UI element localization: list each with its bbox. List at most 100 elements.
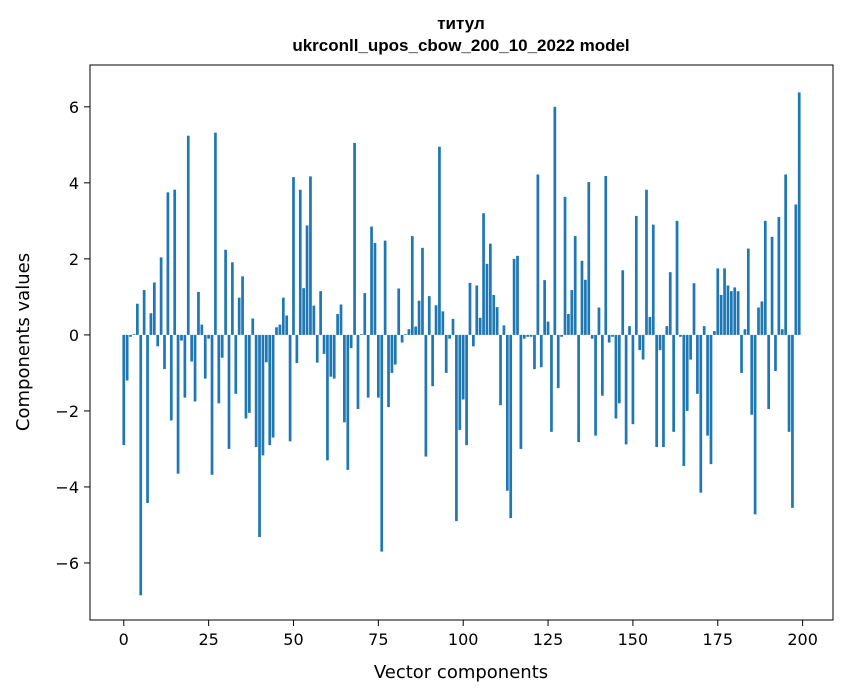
bar (231, 262, 234, 335)
bar (665, 326, 669, 335)
bar (601, 334, 604, 396)
bar (624, 334, 628, 445)
bar (699, 334, 703, 493)
bar (281, 297, 285, 335)
bar (268, 334, 272, 446)
y-tick-label: 4 (69, 174, 79, 193)
bar (159, 257, 163, 335)
bar (387, 334, 390, 408)
bar (424, 334, 428, 457)
bar (468, 282, 472, 335)
bar (729, 291, 733, 335)
bar (770, 236, 774, 335)
x-tick-label: 175 (702, 630, 733, 649)
y-axis-ticks: −6 −4 −2 0 2 4 6 (55, 98, 90, 573)
bar (322, 334, 326, 354)
bar (791, 334, 794, 508)
bar (156, 334, 160, 347)
bar (278, 324, 282, 335)
chart-title: титул (437, 14, 485, 33)
bar (373, 242, 377, 335)
bar (254, 334, 258, 448)
bar (767, 334, 771, 410)
bar (380, 334, 384, 552)
bar (797, 92, 801, 335)
bar (512, 258, 516, 335)
y-tick-label: −6 (55, 554, 79, 573)
y-axis-label: Components values (13, 253, 34, 431)
bar (577, 334, 580, 443)
bar (122, 334, 126, 446)
bar (142, 290, 146, 335)
y-tick-label: 2 (69, 250, 79, 269)
bar (285, 315, 289, 335)
bar (261, 334, 265, 456)
bar (550, 334, 553, 432)
bar (696, 334, 699, 394)
bar (169, 334, 173, 421)
bar (655, 334, 659, 448)
bar (237, 297, 241, 335)
x-tick-label: 25 (198, 630, 218, 649)
bar (302, 288, 306, 335)
bar (784, 174, 788, 335)
bar (584, 279, 587, 335)
bar (465, 334, 468, 446)
bar (746, 248, 750, 335)
bar (210, 334, 214, 475)
bar (461, 334, 465, 400)
bar (166, 192, 170, 335)
bar (573, 236, 577, 335)
bar (407, 329, 411, 335)
bar (689, 334, 692, 360)
bar (658, 334, 662, 351)
bar (217, 334, 221, 404)
bar (702, 326, 706, 335)
bar (190, 334, 194, 362)
bar (492, 294, 496, 335)
bar (366, 334, 370, 398)
bar (292, 177, 295, 335)
bar (777, 217, 781, 335)
bar (421, 247, 424, 335)
bar (275, 327, 278, 335)
bar (641, 334, 645, 360)
bar (410, 236, 414, 335)
bar (135, 303, 139, 335)
bar (146, 334, 149, 503)
bar (288, 334, 292, 442)
bar (621, 270, 625, 335)
bar (556, 334, 560, 389)
bar (315, 334, 319, 363)
bar (193, 334, 197, 402)
y-tick-label: −4 (55, 478, 79, 497)
bar (638, 334, 642, 351)
bar (533, 334, 536, 370)
bar (390, 334, 394, 373)
bar (349, 334, 353, 349)
bar (706, 334, 709, 436)
bar (227, 334, 231, 449)
bar (743, 329, 747, 335)
bar (295, 334, 299, 364)
bar (760, 301, 764, 335)
bar (434, 305, 438, 335)
bar (495, 307, 499, 335)
bar (224, 249, 227, 335)
x-tick-label: 150 (618, 630, 649, 649)
bar (220, 334, 224, 358)
bar (214, 132, 217, 335)
bar (475, 285, 479, 335)
bar (163, 334, 166, 370)
bar (326, 334, 329, 461)
bar (376, 334, 380, 398)
bar (719, 294, 723, 335)
bar (546, 321, 550, 335)
bar (186, 135, 190, 335)
bar (397, 288, 401, 335)
bar (726, 285, 730, 335)
bar (488, 243, 492, 335)
bar (505, 334, 509, 491)
bar (332, 334, 336, 379)
